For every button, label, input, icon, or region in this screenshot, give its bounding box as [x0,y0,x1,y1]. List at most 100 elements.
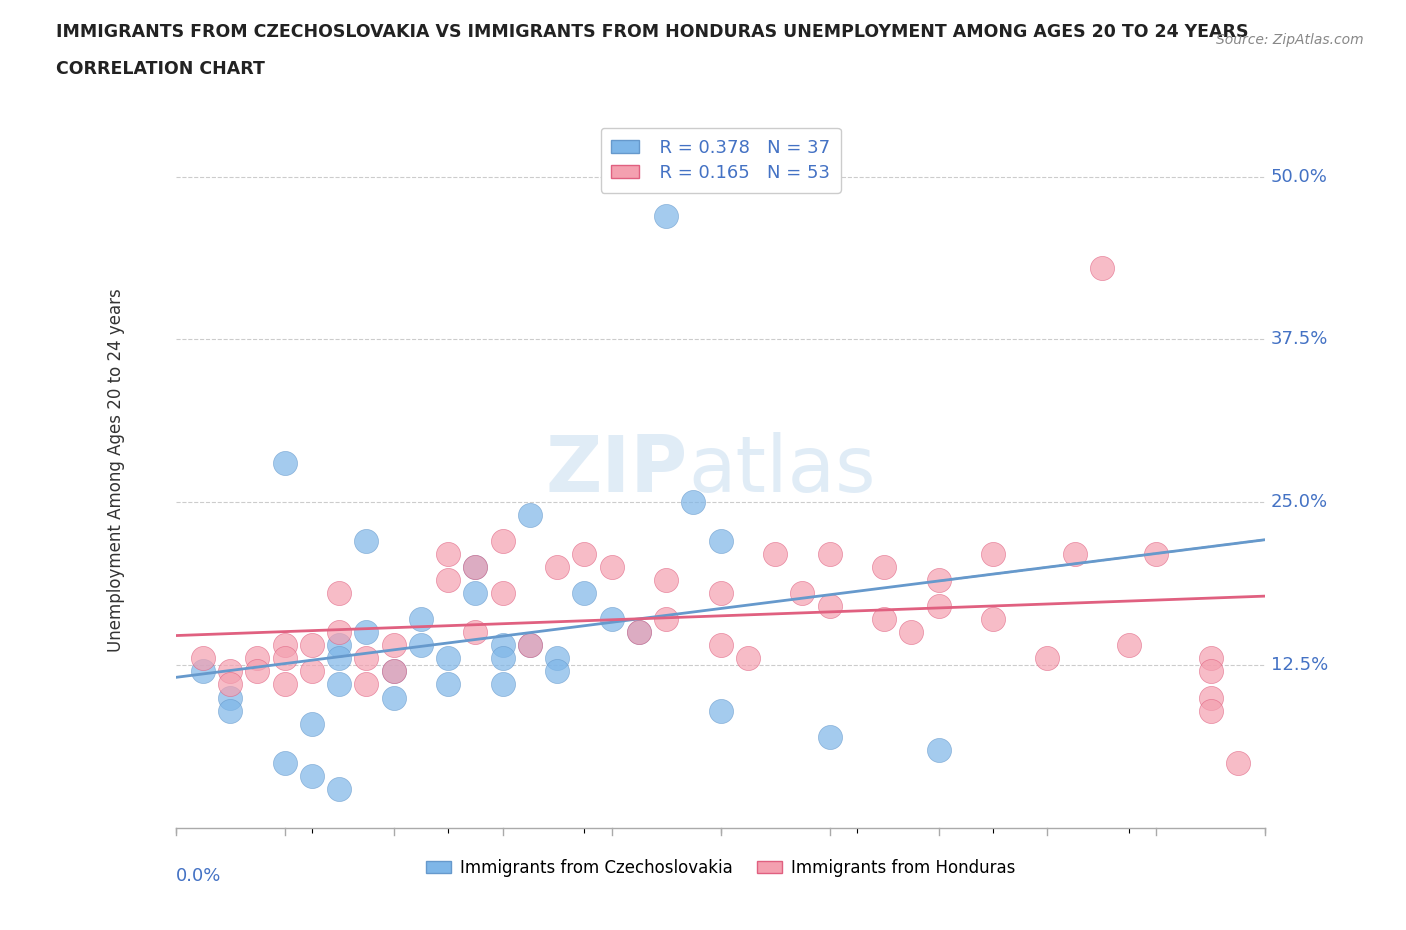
Point [627,625,650,640]
Point [655,573,678,588]
Text: 0.0%: 0.0% [176,867,221,885]
Point [301,664,323,679]
Point [328,625,350,640]
Point [191,664,214,679]
Point [1063,547,1085,562]
Point [274,677,297,692]
Point [492,638,515,653]
Text: Source: ZipAtlas.com: Source: ZipAtlas.com [1216,33,1364,46]
Point [464,560,486,575]
Point [274,638,297,653]
Point [356,625,378,640]
Point [1144,547,1167,562]
Point [356,534,378,549]
Point [655,208,678,223]
Point [1227,755,1250,770]
Point [1199,651,1222,666]
Point [600,560,623,575]
Point [328,651,350,666]
Point [928,742,950,757]
Point [437,651,460,666]
Point [409,638,432,653]
Point [274,755,297,770]
Text: CORRELATION CHART: CORRELATION CHART [56,60,266,78]
Point [409,612,432,627]
Point [1199,690,1222,705]
Point [710,586,733,601]
Text: Unemployment Among Ages 20 to 24 years: Unemployment Among Ages 20 to 24 years [107,287,125,652]
Text: ZIP: ZIP [546,432,688,508]
Point [873,560,896,575]
Point [301,716,323,731]
Point [546,651,568,666]
Point [655,612,678,627]
Point [301,768,323,783]
Point [437,547,460,562]
Point [246,651,269,666]
Point [437,677,460,692]
Legend: Immigrants from Czechoslovakia, Immigrants from Honduras: Immigrants from Czechoslovakia, Immigran… [419,853,1022,884]
Point [546,560,568,575]
Point [382,664,405,679]
Point [710,534,733,549]
Point [382,664,405,679]
Point [873,612,896,627]
Text: 50.0%: 50.0% [1271,167,1327,186]
Point [274,651,297,666]
Point [328,638,350,653]
Point [219,664,242,679]
Point [546,664,568,679]
Point [928,599,950,614]
Text: atlas: atlas [688,432,876,508]
Text: IMMIGRANTS FROM CZECHOSLOVAKIA VS IMMIGRANTS FROM HONDURAS UNEMPLOYMENT AMONG AG: IMMIGRANTS FROM CZECHOSLOVAKIA VS IMMIGR… [56,23,1249,41]
Point [519,638,541,653]
Point [382,690,405,705]
Point [382,638,405,653]
Point [1118,638,1140,653]
Point [328,677,350,692]
Point [818,729,841,744]
Point [600,612,623,627]
Point [1036,651,1059,666]
Point [792,586,814,601]
Point [219,703,242,718]
Point [928,573,950,588]
Point [818,547,841,562]
Point [464,625,486,640]
Point [710,638,733,653]
Point [737,651,759,666]
Point [356,677,378,692]
Point [574,547,596,562]
Point [492,651,515,666]
Point [981,612,1004,627]
Point [246,664,269,679]
Point [219,677,242,692]
Point [900,625,922,640]
Point [356,651,378,666]
Point [981,547,1004,562]
Point [437,573,460,588]
Point [219,690,242,705]
Point [519,638,541,653]
Point [492,677,515,692]
Point [492,586,515,601]
Point [1199,664,1222,679]
Point [191,651,214,666]
Point [682,495,704,510]
Point [574,586,596,601]
Point [328,781,350,796]
Text: 12.5%: 12.5% [1271,656,1329,674]
Point [763,547,786,562]
Point [464,560,486,575]
Text: 25.0%: 25.0% [1271,493,1329,512]
Point [492,534,515,549]
Point [328,586,350,601]
Point [274,456,297,471]
Point [627,625,650,640]
Point [818,599,841,614]
Point [464,586,486,601]
Point [1199,703,1222,718]
Point [1091,260,1114,275]
Point [519,508,541,523]
Point [710,703,733,718]
